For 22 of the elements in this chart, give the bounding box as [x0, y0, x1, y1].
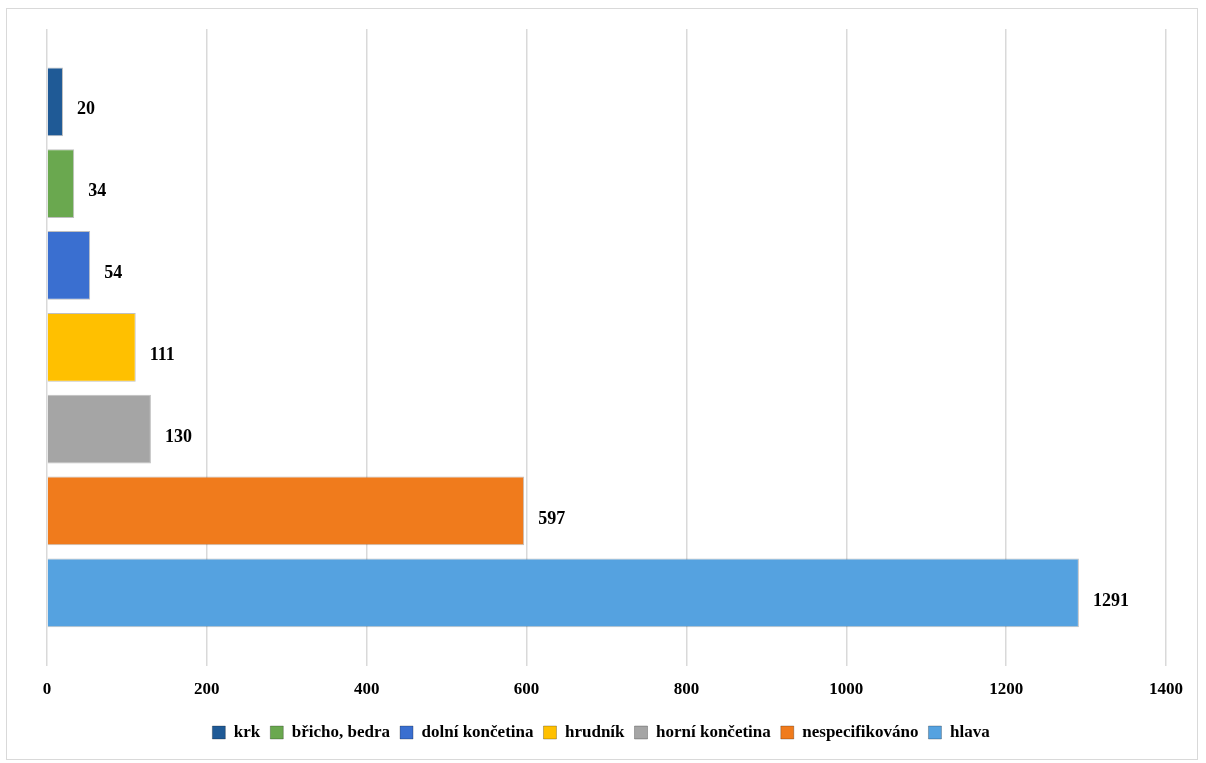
data-label: 1291 [1092, 589, 1129, 610]
x-tick-label: 1400 [1149, 679, 1183, 699]
x-tick-label: 1000 [829, 679, 864, 699]
x-tick-label: 0 [42, 679, 52, 699]
legend-label: dolní končetina [421, 721, 534, 741]
data-label: 20 [76, 98, 95, 119]
data-label: 597 [538, 507, 566, 528]
legend-label: břicho, bedra [291, 721, 391, 741]
x-tick-label: 400 [353, 679, 380, 699]
data-label: 130 [164, 425, 192, 446]
legend-label: hlava [949, 721, 991, 741]
x-tick-label: 200 [194, 679, 220, 699]
data-label: 34 [88, 180, 107, 201]
x-tick-label: 1200 [989, 679, 1024, 699]
x-tick-label: 600 [513, 679, 540, 699]
x-tick-label: 800 [673, 679, 700, 699]
legend-label: krk [233, 721, 261, 741]
legend-label: horní končetina [656, 721, 772, 741]
data-label: 111 [149, 343, 175, 364]
legend-label: hrudník [564, 721, 626, 741]
data-label: 54 [104, 262, 123, 283]
legend-label: nespecifikováno [802, 721, 919, 741]
